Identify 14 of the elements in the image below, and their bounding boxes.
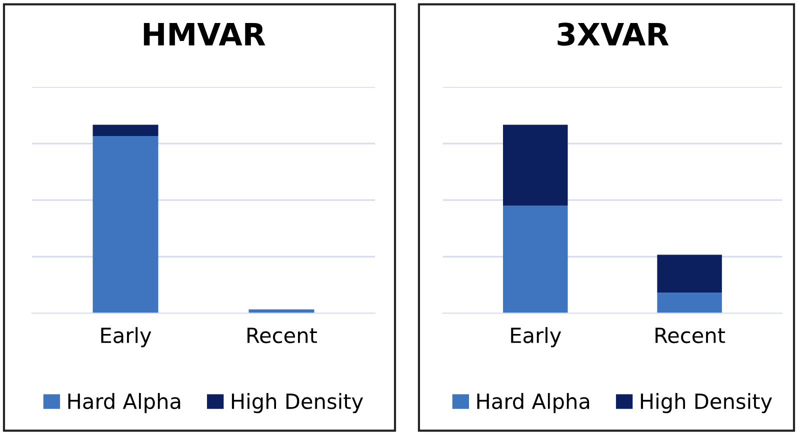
x-tick-label: Recent	[656, 328, 726, 344]
chart-title: 3XVAR	[558, 22, 669, 46]
chart-title: HMVAR	[144, 23, 266, 46]
bar	[503, 206, 568, 314]
x-tick-label: Early	[101, 327, 152, 348]
bar	[503, 124, 568, 206]
x-tick-label: Early	[511, 327, 562, 348]
legend-label: Hard Alpha	[477, 393, 590, 414]
x-tick-label: Recent	[248, 328, 317, 344]
legend-label: High Density	[640, 393, 772, 414]
legend-label: Hard Alpha	[68, 393, 180, 414]
legend-label: High Density	[232, 393, 363, 414]
bar	[657, 254, 722, 292]
bar	[657, 292, 722, 314]
